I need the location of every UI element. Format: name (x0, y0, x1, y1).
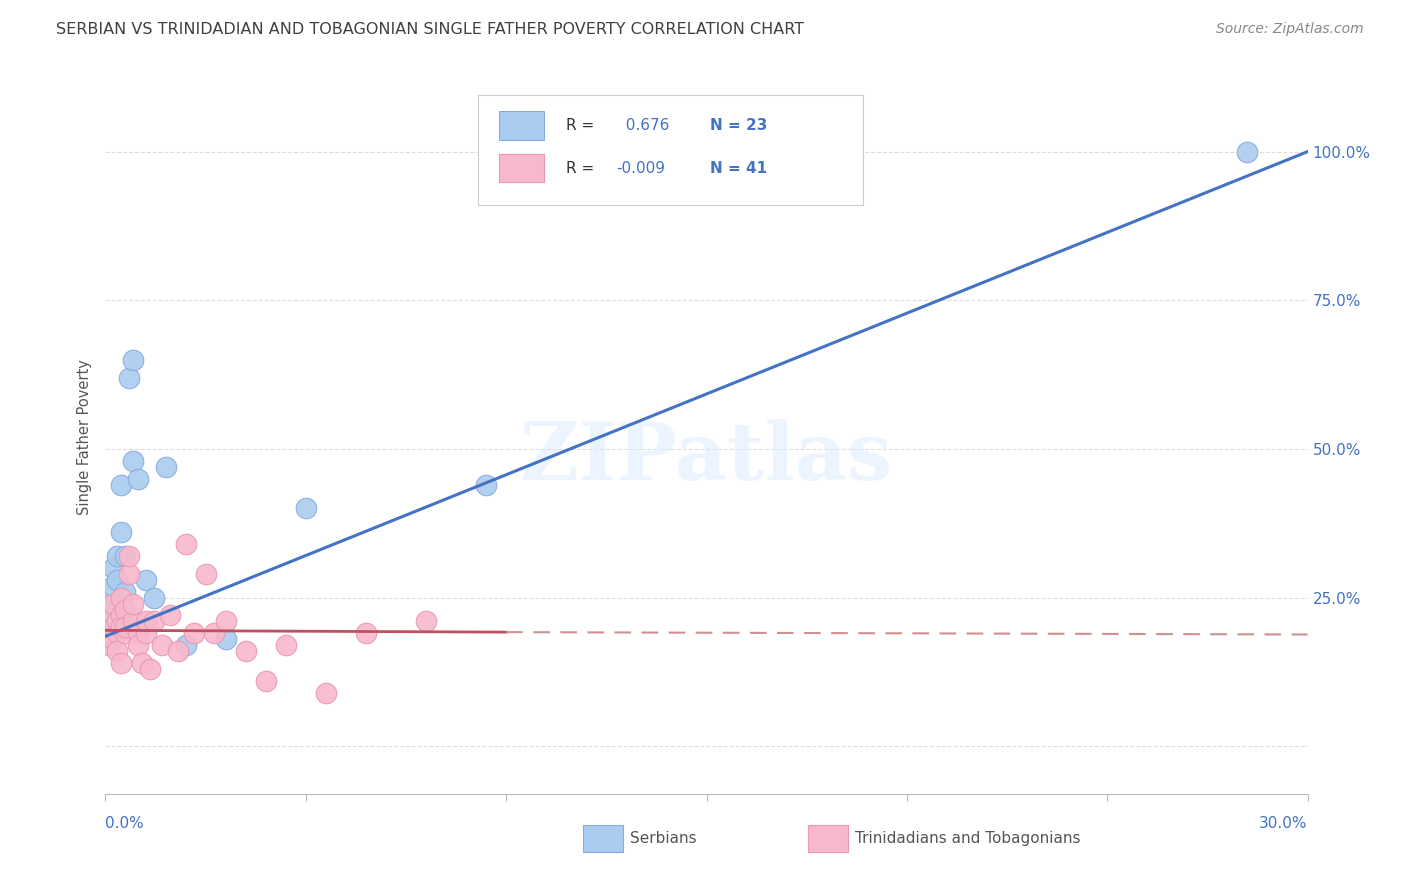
Point (142, 615, 165, 629)
Point (214, 615, 236, 629)
Point (235, 644, 257, 658)
Point (142, 591, 165, 605)
Point (110, 477, 132, 491)
Point (114, 626, 136, 640)
Point (315, 686, 337, 700)
Point (122, 615, 145, 629)
Point (415, 615, 437, 629)
Text: 30.0%: 30.0% (1260, 816, 1308, 831)
Point (98, 615, 121, 629)
Point (98, 626, 121, 640)
Point (127, 472, 149, 486)
Point (110, 591, 132, 605)
FancyBboxPatch shape (478, 95, 863, 205)
Point (107, 549, 129, 563)
Point (98, 626, 121, 640)
Point (1236, 145, 1258, 159)
Point (103, 561, 125, 575)
Point (114, 584, 136, 599)
Point (107, 573, 129, 587)
Point (110, 608, 132, 623)
Point (118, 549, 141, 563)
Point (107, 644, 129, 658)
Point (155, 459, 177, 474)
Point (103, 597, 125, 611)
Y-axis label: Single Father Poverty: Single Father Poverty (77, 359, 93, 515)
Point (122, 597, 145, 611)
Text: ZIPatlas: ZIPatlas (520, 419, 893, 498)
Point (122, 454, 145, 468)
Point (150, 638, 173, 652)
Point (127, 638, 149, 652)
Text: N = 23: N = 23 (710, 118, 768, 133)
Point (214, 632, 236, 647)
Point (107, 626, 129, 640)
Text: Trinidadians and Tobagonians: Trinidadians and Tobagonians (855, 831, 1080, 846)
Point (98, 638, 121, 652)
Point (174, 638, 197, 652)
Point (166, 644, 188, 658)
Point (202, 626, 225, 640)
Point (103, 620, 125, 634)
Point (107, 602, 129, 616)
Point (127, 626, 149, 640)
Point (159, 608, 181, 623)
Point (118, 370, 141, 384)
Point (135, 573, 157, 587)
Point (131, 656, 153, 670)
Text: Serbians: Serbians (630, 831, 696, 846)
Point (98, 597, 121, 611)
Point (475, 477, 498, 491)
Text: R =: R = (565, 161, 599, 176)
Text: SERBIAN VS TRINIDADIAN AND TOBAGONIAN SINGLE FATHER POVERTY CORRELATION CHART: SERBIAN VS TRINIDADIAN AND TOBAGONIAN SI… (56, 22, 804, 37)
Point (254, 673, 277, 688)
Point (110, 656, 132, 670)
Point (103, 632, 125, 647)
Point (174, 537, 197, 551)
Bar (499, 153, 544, 182)
Point (135, 626, 157, 640)
Point (295, 501, 318, 516)
Text: N = 41: N = 41 (710, 161, 768, 176)
Text: Source: ZipAtlas.com: Source: ZipAtlas.com (1216, 22, 1364, 37)
Text: -0.009: -0.009 (616, 161, 665, 176)
Point (107, 615, 129, 629)
Point (135, 615, 157, 629)
Point (110, 525, 132, 540)
Text: R =: R = (565, 118, 599, 133)
Bar (499, 111, 544, 139)
Point (103, 579, 125, 593)
Text: 0.676: 0.676 (616, 118, 669, 133)
Point (114, 602, 136, 616)
Point (274, 638, 297, 652)
Point (122, 352, 145, 367)
Point (138, 662, 160, 676)
Text: 0.0%: 0.0% (105, 816, 145, 831)
Point (114, 620, 136, 634)
Point (183, 626, 205, 640)
Point (354, 626, 377, 640)
Point (194, 566, 217, 581)
Point (118, 566, 141, 581)
Point (110, 620, 132, 634)
Point (114, 549, 136, 563)
